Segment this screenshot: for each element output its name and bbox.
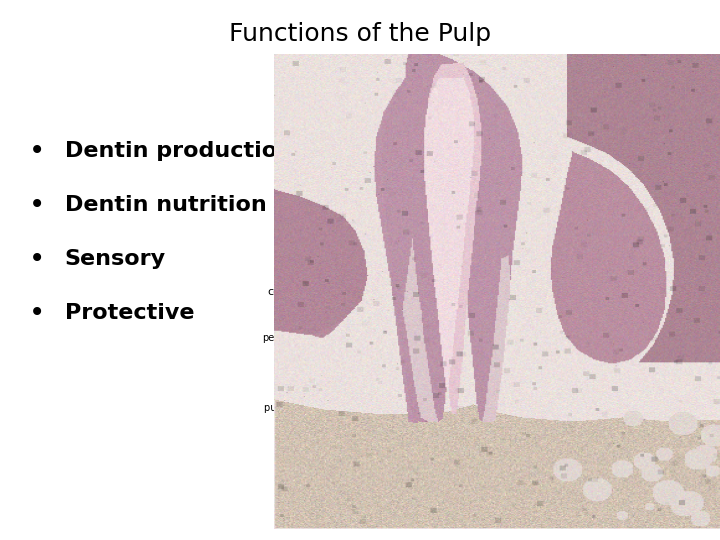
Text: •: • xyxy=(29,137,45,165)
Text: gingiva: gingiva xyxy=(591,239,631,254)
Text: •: • xyxy=(29,191,45,219)
Text: Functions of the Pulp: Functions of the Pulp xyxy=(229,22,491,45)
Text: cementum: cementum xyxy=(267,285,424,296)
Text: •: • xyxy=(29,299,45,327)
Text: Dentin nutrition: Dentin nutrition xyxy=(65,195,266,215)
Text: gingival
sulcus: gingival sulcus xyxy=(289,226,395,248)
Text: alveolar bone: alveolar bone xyxy=(568,460,635,470)
Text: ROOT: ROOT xyxy=(595,303,630,313)
Text: dentin: dentin xyxy=(426,175,500,201)
Text: pulp cavity: pulp cavity xyxy=(264,390,459,413)
Text: Protective: Protective xyxy=(65,303,194,323)
Text: periodontal
ligament: periodontal ligament xyxy=(263,332,423,355)
Text: Dentin production: Dentin production xyxy=(65,141,293,161)
Text: Sensory: Sensory xyxy=(65,249,166,269)
Text: •: • xyxy=(29,245,45,273)
Text: CROWN: CROWN xyxy=(600,141,647,152)
Text: ROOT: ROOT xyxy=(595,303,630,313)
Text: CROWN: CROWN xyxy=(600,141,647,152)
